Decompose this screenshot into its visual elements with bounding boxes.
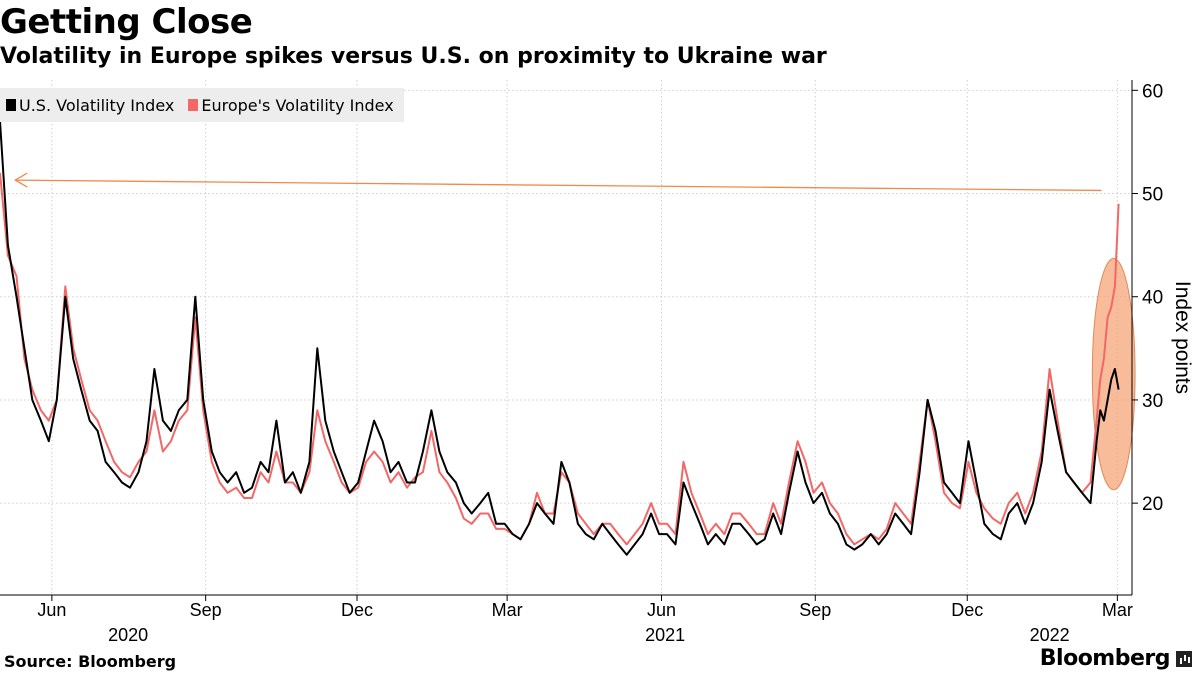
chart-subtitle: Volatility in Europe spikes versus U.S. … <box>0 44 827 69</box>
year-label: 2021 <box>645 625 685 645</box>
brand-logo: Bloomberg <box>1040 646 1192 671</box>
x-tick-label: Sep <box>799 600 831 620</box>
axes: 20 30 40 50 60 Jun Sep Dec Mar Jun Sep Dec Mar 2020 20… <box>0 80 1194 645</box>
europe-volatility-line <box>0 172 1120 546</box>
annotation-arrow-line <box>15 179 1102 192</box>
legend-swatch-europe <box>188 99 199 111</box>
legend: U.S. Volatility Index Europe's Volatilit… <box>0 88 404 122</box>
us-volatility-line <box>0 121 1120 556</box>
brand-name: Bloomberg <box>1039 646 1171 671</box>
x-tick-label: Dec <box>951 600 983 620</box>
y-tick-label: 40 <box>1142 288 1163 309</box>
annotation-arrow-head <box>13 172 28 188</box>
y-tick-label: 60 <box>1142 81 1163 102</box>
legend-swatch-us <box>6 99 16 111</box>
chart-title: Getting Close <box>0 2 253 42</box>
x-tick-label: Dec <box>341 600 373 620</box>
x-tick-label: Sep <box>190 600 222 620</box>
source-note: Source: Bloomberg <box>4 652 177 671</box>
year-label: 2020 <box>108 625 148 645</box>
legend-label-europe: Europe's Volatility Index <box>201 95 394 115</box>
year-label: 2022 <box>1030 625 1070 645</box>
y-axis-title: Index points <box>1171 281 1194 394</box>
bar-chart-icon <box>1176 650 1192 667</box>
x-tick-label: Mar <box>492 600 523 620</box>
x-tick-label: Jun <box>647 600 676 620</box>
legend-item-europe[interactable]: Europe's Volatility Index <box>188 95 394 115</box>
y-tick-label: 50 <box>1142 185 1163 206</box>
legend-item-us[interactable]: U.S. Volatility Index <box>6 96 174 115</box>
y-tick-label: 20 <box>1142 494 1163 515</box>
legend-label-us: U.S. Volatility Index <box>19 95 175 115</box>
gridlines <box>0 80 1132 595</box>
series-lines <box>0 121 1120 556</box>
x-tick-label: Mar <box>1102 600 1133 620</box>
x-tick-label: Jun <box>37 600 66 620</box>
y-tick-label: 30 <box>1142 391 1163 412</box>
